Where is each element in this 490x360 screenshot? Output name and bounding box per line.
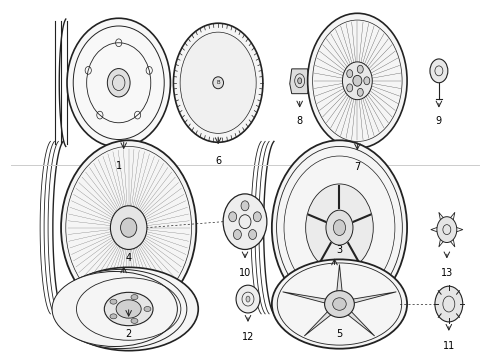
Ellipse shape xyxy=(347,84,353,92)
Text: 10: 10 xyxy=(239,268,251,278)
Ellipse shape xyxy=(272,260,407,349)
Ellipse shape xyxy=(333,220,345,235)
Ellipse shape xyxy=(144,306,151,311)
Ellipse shape xyxy=(343,62,372,100)
Ellipse shape xyxy=(435,286,463,322)
Ellipse shape xyxy=(116,300,141,318)
Text: 11: 11 xyxy=(442,341,455,351)
Ellipse shape xyxy=(430,59,448,83)
Ellipse shape xyxy=(121,218,137,237)
Ellipse shape xyxy=(173,23,263,142)
Polygon shape xyxy=(304,311,333,336)
Ellipse shape xyxy=(236,285,260,313)
Ellipse shape xyxy=(52,271,177,347)
Text: B: B xyxy=(217,80,220,85)
Ellipse shape xyxy=(110,314,117,319)
Ellipse shape xyxy=(241,201,249,211)
Text: 5: 5 xyxy=(336,329,343,339)
Ellipse shape xyxy=(324,291,354,318)
Polygon shape xyxy=(283,292,326,303)
Polygon shape xyxy=(352,292,396,303)
Ellipse shape xyxy=(213,77,223,89)
Text: 8: 8 xyxy=(296,117,303,126)
Ellipse shape xyxy=(131,294,138,300)
Text: 1: 1 xyxy=(116,161,122,171)
Ellipse shape xyxy=(253,212,261,222)
Ellipse shape xyxy=(298,78,302,84)
Text: 3: 3 xyxy=(337,246,343,256)
Ellipse shape xyxy=(326,210,353,245)
Ellipse shape xyxy=(357,65,363,73)
Ellipse shape xyxy=(61,140,196,315)
Ellipse shape xyxy=(333,298,346,310)
Ellipse shape xyxy=(246,296,250,302)
Ellipse shape xyxy=(107,68,130,97)
Text: 7: 7 xyxy=(354,162,361,172)
Text: 9: 9 xyxy=(436,117,442,126)
Ellipse shape xyxy=(67,18,171,147)
Ellipse shape xyxy=(437,217,457,243)
Text: 6: 6 xyxy=(215,156,221,166)
Ellipse shape xyxy=(223,194,267,249)
Polygon shape xyxy=(290,69,310,94)
Ellipse shape xyxy=(308,13,407,148)
Ellipse shape xyxy=(54,269,187,348)
Ellipse shape xyxy=(357,88,363,96)
Ellipse shape xyxy=(364,77,370,85)
Ellipse shape xyxy=(248,230,257,239)
Ellipse shape xyxy=(229,212,237,222)
Ellipse shape xyxy=(131,318,138,323)
Polygon shape xyxy=(337,265,343,294)
Ellipse shape xyxy=(104,292,153,326)
Text: 2: 2 xyxy=(125,329,132,339)
Polygon shape xyxy=(345,311,374,336)
Text: 12: 12 xyxy=(242,332,254,342)
Ellipse shape xyxy=(272,140,407,315)
Ellipse shape xyxy=(306,184,373,271)
Ellipse shape xyxy=(353,75,362,86)
Ellipse shape xyxy=(110,299,117,304)
Ellipse shape xyxy=(59,267,198,351)
Ellipse shape xyxy=(110,206,147,249)
Ellipse shape xyxy=(347,70,353,78)
Text: 4: 4 xyxy=(125,253,132,264)
Text: 13: 13 xyxy=(441,268,453,278)
Ellipse shape xyxy=(180,32,256,133)
Ellipse shape xyxy=(233,230,242,239)
